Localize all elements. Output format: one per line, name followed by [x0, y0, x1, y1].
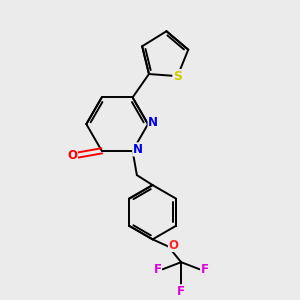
Text: F: F — [177, 285, 185, 298]
Text: F: F — [153, 263, 161, 276]
Text: F: F — [201, 263, 209, 276]
Text: N: N — [148, 116, 158, 129]
Text: N: N — [133, 143, 143, 156]
Text: O: O — [168, 238, 178, 251]
Text: S: S — [173, 70, 182, 83]
Text: O: O — [67, 148, 77, 162]
